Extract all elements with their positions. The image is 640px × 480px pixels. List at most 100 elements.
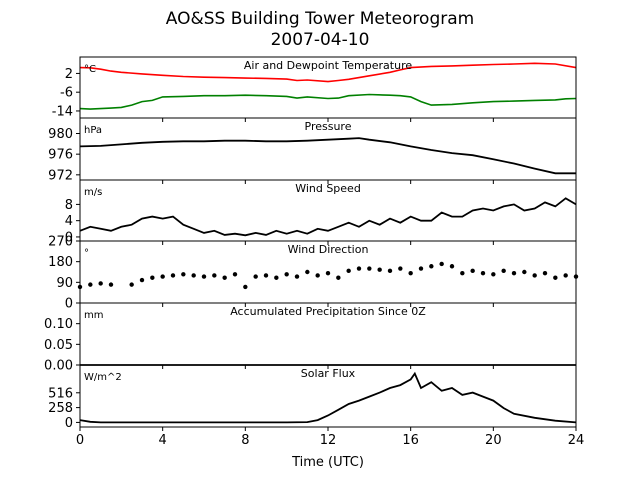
x-tick-label-1: 4 [159, 433, 167, 448]
panel-4-point-19 [284, 272, 289, 277]
panel-4-point-28 [377, 267, 382, 272]
x-tick-label-4: 16 [402, 433, 419, 448]
panel-4-point-37 [470, 268, 475, 274]
panel-4-point-22 [315, 273, 320, 278]
panel-4-point-13 [222, 275, 227, 280]
panel-4-point-34 [439, 261, 444, 267]
panel-4-point-6 [150, 275, 155, 280]
panel-4-point-30 [398, 266, 403, 271]
panel-5-unit: mm [84, 310, 103, 321]
panel-3-title: Wind Speed [295, 182, 361, 195]
panel-1-ytick-label-0: 2 [65, 67, 73, 82]
panel-1-series-2 [79, 93, 577, 110]
panel-4-point-10 [191, 273, 196, 278]
panel-6-title: Solar Flux [301, 367, 356, 380]
panel-4-point-27 [367, 266, 372, 271]
x-tick-label-2: 8 [241, 433, 249, 448]
panel-4-point-43 [532, 273, 537, 278]
panel-4-point-21 [305, 269, 310, 275]
panel-4-point-44 [542, 270, 548, 276]
x-axis: 0 4 8 12 16 20 24 [76, 433, 584, 448]
panel-4-point-42 [522, 269, 527, 275]
panel-4-title: Wind Direction [288, 243, 369, 256]
panel-4-point-18 [274, 275, 279, 280]
panel-4-point-31 [408, 270, 413, 276]
panel-1-series-1 [79, 62, 577, 83]
chart-title-line2: 2007-04-10 [271, 30, 370, 50]
panel-4-point-23 [325, 270, 331, 276]
panel-1: 2 -6 -14 Air and Dewpoint Temperature °C [52, 56, 577, 122]
panel-4-ytick-label-2: 90 [56, 276, 73, 291]
panel-2: 980 976 972 Pressure hPa [48, 117, 577, 184]
panel-4-point-1 [88, 282, 93, 287]
panel-6-ytick-label-0: 516 [48, 386, 73, 401]
panel-1-ytick-label-2: -14 [52, 104, 73, 119]
panel-4-point-17 [263, 273, 269, 278]
x-tick-label-3: 12 [320, 433, 337, 448]
panel-4-point-41 [511, 270, 517, 276]
panel-4-point-7 [160, 274, 165, 279]
panel-4-point-29 [387, 268, 393, 274]
panel-5-ytick-label-0: 0.10 [44, 317, 73, 332]
panel-4-point-35 [449, 264, 455, 269]
panel-3: 840 Wind Speed m/s [65, 179, 577, 245]
panel-4-point-4 [129, 282, 134, 287]
panel-6-ytick-label-1: 258 [48, 401, 73, 416]
panel-1-title: Air and Dewpoint Temperature [244, 59, 412, 72]
x-tick-label-5: 20 [485, 433, 502, 448]
panel-1-unit: °C [84, 64, 96, 75]
panel-2-ytick-label-1: 976 [48, 148, 73, 163]
panel-4-ytick-label-0: 270 [48, 235, 73, 250]
panel-4-point-25 [346, 268, 351, 274]
panel-4-point-9 [181, 272, 186, 277]
panel-1-ytick-label-1: -6 [60, 86, 73, 101]
panel-4-point-12 [212, 273, 217, 278]
panel-5-ytick-label-2: 0.00 [44, 359, 73, 374]
x-tick-label-6: 24 [568, 433, 585, 448]
panel-4-point-38 [480, 270, 486, 276]
x-axis-label: Time (UTC) [291, 455, 364, 470]
panel-6-ytick-label-2: 0 [65, 416, 73, 431]
panel-4-point-3 [108, 282, 114, 287]
chart-title-line1: AO&SS Building Tower Meteorogram [166, 9, 474, 29]
panel-2-unit: hPa [84, 125, 102, 136]
panel-4-point-26 [356, 266, 362, 271]
panel-3-ytick-label-0: 8 [65, 198, 73, 213]
panel-2-ytick-label-0: 980 [48, 127, 73, 142]
panel-4-point-14 [232, 272, 238, 277]
panel-5: 0.10 0.05 0.00 Accumulated Precipitation Si… [44, 302, 577, 374]
panel-4: 270 180 90 0 Wind Direction ° [48, 235, 579, 312]
panel-4-point-16 [253, 274, 258, 279]
panel-4-point-8 [170, 273, 176, 278]
panel-4-point-40 [501, 268, 506, 274]
panel-3-ytick-label-2: 0 [65, 230, 73, 245]
panel-2-ytick-label-2: 972 [48, 168, 73, 183]
panel-4-point-2 [98, 281, 103, 286]
panel-4-ytick-label-1: 180 [48, 255, 73, 270]
panel-4-point-46 [563, 273, 568, 278]
panel-4-point-15 [243, 284, 248, 290]
panel-5-ytick-label-1: 0.05 [44, 338, 73, 353]
x-tick-label-0: 0 [76, 433, 84, 448]
panel-4-point-39 [491, 272, 496, 277]
panel-4-point-24 [336, 275, 341, 280]
panel-4-point-32 [418, 266, 424, 271]
panel-2-series-1 [79, 137, 576, 175]
panel-2-title: Pressure [305, 120, 352, 133]
panel-6-unit: W/m^2 [84, 372, 122, 383]
panel-4-point-33 [429, 264, 434, 269]
panel-4-point-20 [294, 274, 300, 279]
panel-4-point-11 [201, 274, 207, 279]
panel-4-point-36 [460, 270, 465, 276]
panel-4-unit: ° [84, 248, 89, 259]
panel-6-series-1 [79, 371, 577, 424]
panel-3-unit: m/s [84, 187, 102, 198]
panel-3-series-1 [79, 197, 577, 237]
panel-4-point-5 [139, 277, 145, 283]
panel-4-point-45 [553, 275, 558, 280]
panel-4-ytick-label-3: 0 [65, 297, 73, 312]
panel-3-ytick-label-1: 4 [65, 214, 73, 229]
